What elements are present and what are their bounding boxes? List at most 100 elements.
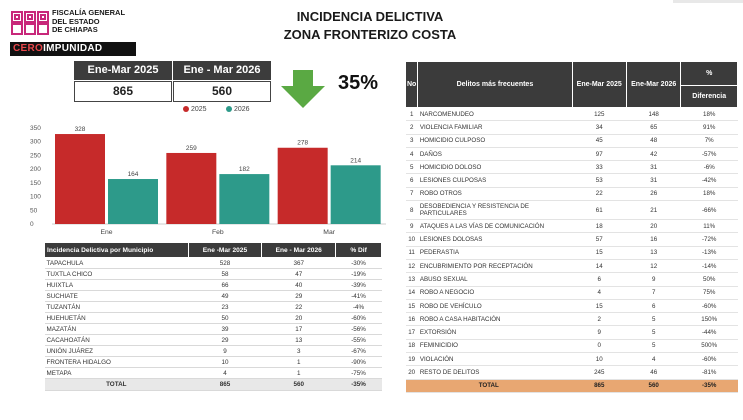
municipio-name: MAZATÁN (44, 323, 189, 335)
value-2025: 50 (188, 312, 262, 324)
value-2025: 9 (572, 325, 627, 340)
table-row: 2 VIOLENCIA FAMILIAR 34 65 91% (405, 120, 738, 135)
table-row: 15 ROBO DE VEHÍCULO 15 6 -60% (405, 299, 738, 314)
value-2025: 22 (572, 187, 627, 202)
pct-dif: 11% (680, 219, 738, 234)
pct-dif: 7% (680, 134, 738, 148)
value-2025: 4 (188, 367, 262, 379)
table-row: HUIXTLA 66 40 -39% (44, 279, 382, 291)
col-diferencia: Diferencia (680, 85, 738, 108)
pct-dif: 75% (680, 286, 738, 300)
crimes-table-header-row2: Diferencia (406, 85, 738, 108)
value-2026: 17 (261, 323, 336, 335)
value-2026: 26 (626, 187, 681, 202)
data-label: 259 (186, 145, 197, 152)
row-number: 8 (405, 200, 418, 221)
table-row: 10 LESIONES DOLOSAS 57 16 -72% (405, 232, 738, 247)
value-2026: 148 (626, 107, 681, 122)
pct-dif: -42% (680, 173, 738, 188)
col-2025: Ene -Mar 2025 (187, 242, 263, 258)
table-row: SUCHIATE 49 29 -41% (44, 290, 382, 302)
value-2026: 31 (626, 173, 681, 188)
row-number: 9 (405, 219, 418, 234)
pct-dif: -60% (335, 312, 382, 324)
value-2025: 33 (572, 160, 627, 175)
bar-2025-feb (166, 152, 217, 224)
row-number: 18 (405, 339, 418, 354)
value-2026: 13 (626, 246, 681, 260)
municipio-name: CACAHOATÁN (44, 334, 189, 346)
legend-2026-label: 2026 (234, 106, 250, 113)
total-2025: 865 (188, 378, 262, 391)
total-2025: 865 (572, 378, 627, 393)
municipio-name: UNIÓN JUÁREZ (44, 345, 189, 357)
row-number: 2 (405, 120, 418, 135)
summary-header-2026: Ene - Mar 2026 (173, 61, 271, 80)
table-row: 16 ROBO A CASA HABITACIÓN 2 5 150% (405, 312, 738, 327)
summary-value-2025: 865 (74, 81, 172, 102)
crime-name: ATAQUES A LAS VÍAS DE COMUNICACIÓN (417, 219, 572, 234)
crime-name: PEDERASTIA (417, 246, 572, 260)
table-row: 14 ROBO A NEGOCIO 4 7 75% (405, 286, 738, 300)
pct-dif: -44% (680, 325, 738, 340)
y-tick-label: 100 (30, 194, 41, 201)
total-row: TOTAL 865 560 -35% (405, 378, 738, 393)
pct-dif: -6% (680, 160, 738, 175)
pct-dif: -57% (680, 147, 738, 162)
value-2025: 14 (572, 259, 627, 274)
data-label: 182 (239, 166, 250, 173)
fiscalia-logo-icon (10, 10, 50, 36)
pct-dif: 18% (680, 187, 738, 202)
pct-dif: -41% (335, 290, 382, 302)
row-number: 16 (405, 312, 418, 327)
row-number: 17 (405, 325, 418, 340)
pct-dif: 500% (680, 339, 738, 354)
value-2025: 2 (572, 312, 627, 327)
legend-2026-swatch (226, 106, 232, 113)
value-2025: 53 (572, 173, 627, 188)
value-2025: 10 (572, 352, 627, 367)
table-row: METAPA 4 1 -75% (44, 367, 382, 379)
x-tick-label: Ene (100, 229, 112, 236)
value-2025: 9 (188, 345, 262, 357)
bar-2026-ene (108, 179, 158, 224)
crime-name: HOMICIDIO DOLOSO (417, 160, 572, 175)
row-number: 5 (405, 160, 418, 175)
table-row: FRONTERA HIDALGO 10 1 -90% (44, 356, 382, 368)
org-line-3: DE CHIAPAS (52, 25, 98, 34)
bar-2026-mar (330, 165, 381, 224)
total-label: TOTAL (44, 378, 189, 391)
top-accent-bar (673, 0, 743, 3)
total-pct: -35% (335, 378, 382, 391)
row-number: 20 (405, 365, 418, 380)
data-label: 328 (75, 126, 86, 133)
page-title: INCIDENCIA DELICTIVA (296, 9, 444, 24)
table-row: UNIÓN JUÁREZ 9 3 -67% (44, 345, 382, 357)
value-2025: 0 (572, 339, 627, 354)
value-2025: 10 (188, 356, 262, 368)
value-2026: 7 (626, 286, 681, 300)
data-label: 278 (297, 140, 308, 147)
value-2026: 40 (261, 279, 336, 291)
municipio-name: SUCHIATE (44, 290, 189, 302)
value-2026: 42 (626, 147, 681, 162)
row-number: 3 (405, 134, 418, 148)
value-2025: 6 (572, 272, 627, 287)
value-2026: 31 (626, 160, 681, 175)
municipio-name: METAPA (44, 367, 189, 379)
municipio-name: HUIXTLA (44, 279, 189, 291)
table-row: 6 LESIONES CULPOSAS 53 31 -42% (405, 173, 738, 188)
y-tick-label: 50 (30, 207, 38, 214)
pct-dif: -67% (335, 345, 382, 357)
value-2026: 65 (626, 120, 681, 135)
crime-name: RESTO DE DELITOS (417, 365, 572, 380)
pct-dif: -56% (335, 323, 382, 335)
monthly-bar-chart: 0 50 100 150 200 250 300 350 328 164 Ene 259 182 Feb 2… (30, 125, 386, 236)
table-row: 18 FEMINICIDIO 0 5 500% (405, 339, 738, 354)
pct-dif: -60% (680, 352, 738, 367)
crime-name: NARCOMENUDEO (417, 107, 572, 122)
table-row: 13 ABUSO SEXUAL 6 9 50% (405, 272, 738, 287)
value-2025: 49 (188, 290, 262, 302)
legend-2025-swatch (183, 106, 189, 113)
slogan-banner: CEROIMPUNIDAD (10, 42, 136, 56)
